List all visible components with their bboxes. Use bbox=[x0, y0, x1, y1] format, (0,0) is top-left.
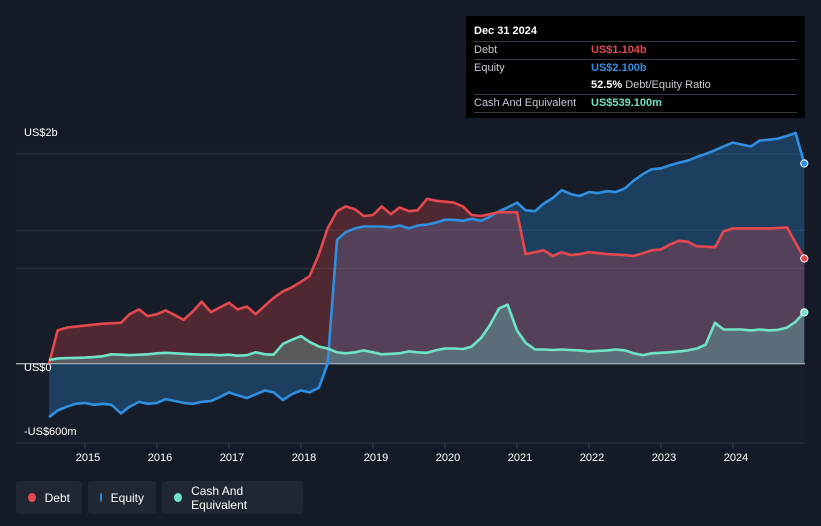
series-lines bbox=[47, 131, 806, 419]
y-tick-label: US$0 bbox=[24, 362, 52, 374]
x-tick-label: 2023 bbox=[652, 452, 676, 464]
legend-item-cash[interactable]: Cash And Equivalent bbox=[162, 481, 303, 514]
cash-dot-icon bbox=[174, 493, 183, 502]
series-areas bbox=[49, 133, 805, 418]
tooltip-equity-value: US$2.100b bbox=[591, 62, 647, 74]
cash-and-equivalent-line bbox=[48, 303, 806, 362]
equity-line bbox=[48, 131, 806, 419]
tooltip-date: Dec 31 2024 bbox=[474, 25, 537, 37]
x-tick-label: 2022 bbox=[580, 452, 604, 464]
x-tick-label: 2018 bbox=[292, 452, 316, 464]
debt-line bbox=[47, 197, 806, 365]
tooltip-panel: Dec 31 2024 Debt US$1.104b Equity US$2.1… bbox=[466, 16, 805, 118]
equity-dot-icon bbox=[100, 493, 102, 502]
y-tick-label: US$2b bbox=[24, 127, 58, 139]
tooltip-row-cash: Cash And Equivalent US$539.100m bbox=[474, 94, 797, 113]
x-tick-label: 2020 bbox=[436, 452, 460, 464]
tooltip-row-debt: Debt US$1.104b bbox=[474, 41, 797, 59]
equity-end-marker bbox=[800, 159, 809, 168]
tooltip-ratio-label: Debt/Equity Ratio bbox=[625, 79, 711, 91]
cash-and-equivalent-end-marker bbox=[800, 308, 809, 317]
y-tick-labels: US$2b US$0 -US$600m bbox=[24, 127, 77, 438]
plot-background bbox=[16, 144, 805, 443]
equity-area bbox=[49, 133, 805, 418]
tooltip-equity-label: Equity bbox=[474, 62, 505, 74]
x-tick-label: 2015 bbox=[76, 452, 100, 464]
x-tick-label: 2024 bbox=[724, 452, 748, 464]
tooltip-cash-value: US$539.100m bbox=[591, 97, 662, 109]
cash-and-equivalent-area bbox=[49, 304, 805, 364]
x-tick-label: 2017 bbox=[220, 452, 244, 464]
x-tick-label: 2021 bbox=[508, 452, 532, 464]
tooltip-row-equity: Equity US$2.100b bbox=[474, 59, 797, 77]
legend-equity-label: Equity bbox=[110, 490, 144, 505]
tooltip-cash-label: Cash And Equivalent bbox=[474, 97, 577, 109]
legend-cash-label: Cash And Equivalent bbox=[191, 483, 248, 512]
series-endpoints bbox=[800, 159, 809, 317]
gridlines bbox=[16, 153, 805, 444]
tooltip-ratio-value: 52.5% bbox=[591, 79, 623, 91]
x-tick-labels: 2015 2016 2017 2018 2019 2020 2021 2022 2023 2024 bbox=[76, 443, 748, 464]
y-tick-label: -US$600m bbox=[24, 426, 77, 438]
tooltip-debt-value: US$1.104b bbox=[591, 44, 647, 56]
debt-area bbox=[49, 198, 805, 364]
x-tick-label: 2019 bbox=[364, 452, 388, 464]
tooltip-ratio-spacer bbox=[474, 77, 591, 94]
debt-dot-icon bbox=[28, 493, 36, 502]
chart-legend: Debt Equity Cash And Equivalent bbox=[16, 481, 303, 514]
legend-item-debt[interactable]: Debt bbox=[16, 481, 82, 514]
debt-end-marker bbox=[800, 254, 809, 263]
tooltip-debt-label: Debt bbox=[474, 44, 498, 56]
tooltip-row-ratio: 52.5% Debt/Equity Ratio bbox=[474, 77, 797, 94]
legend-debt-label: Debt bbox=[44, 490, 70, 505]
legend-item-equity[interactable]: Equity bbox=[88, 481, 156, 514]
x-tick-label: 2016 bbox=[148, 452, 172, 464]
